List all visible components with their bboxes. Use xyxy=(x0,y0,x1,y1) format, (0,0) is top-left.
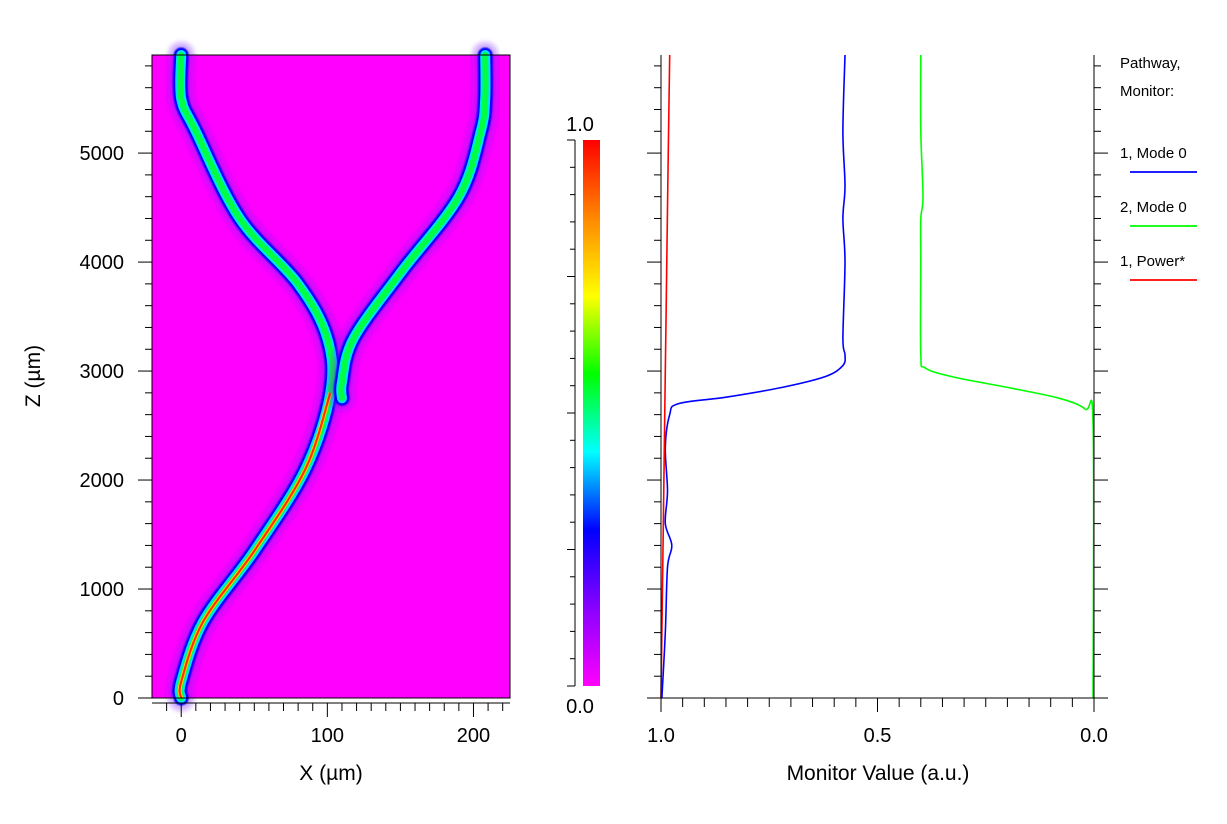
x-tick-label: 200 xyxy=(457,725,490,747)
monitor-x-tick-label: 1.0 xyxy=(647,725,675,747)
colorbar-min-label: 0.0 xyxy=(566,696,594,718)
legend-title-line-2: Monitor: xyxy=(1120,83,1174,100)
series-line-3 xyxy=(660,54,671,699)
heatmap-x-axis-label: X (µm) xyxy=(299,762,362,785)
heatmap-frame xyxy=(151,54,511,699)
monitor-value-panel: 1.0 0.5 0.0 Monitor Value (a.u.) xyxy=(647,54,1108,785)
x-tick-label: 0 xyxy=(176,725,187,747)
y-tick-label: 0 xyxy=(113,688,124,710)
legend-label: 2, Mode 0 xyxy=(1120,199,1187,216)
colorbar-max-label: 1.0 xyxy=(566,114,594,136)
legend-label: 1, Power* xyxy=(1120,253,1185,270)
series-line-1 xyxy=(661,54,846,699)
monitor-x-axis-label: Monitor Value (a.u.) xyxy=(787,762,970,785)
monitor-axes: 1.0 0.5 0.0 xyxy=(647,55,1108,747)
field-heatmap-panel: 0 1000 2000 3000 4000 5000 0 100 200 X (µm) Z (… xyxy=(22,42,511,785)
x-tick-label: 100 xyxy=(311,725,344,747)
colorbar: 1.0 0.0 xyxy=(566,114,600,718)
monitor-x-tick-label: 0.0 xyxy=(1080,725,1108,747)
y-tick-label: 2000 xyxy=(80,470,125,492)
monitor-series-lines xyxy=(660,54,1095,699)
monitor-x-tick-label: 0.5 xyxy=(864,725,892,747)
y-tick-label: 4000 xyxy=(80,252,125,274)
colorbar-gradient xyxy=(583,140,600,686)
legend-title-line-1: Pathway, xyxy=(1120,55,1181,72)
monitor-plot-area xyxy=(661,55,1094,698)
heatmap-y-axis: 0 1000 2000 3000 4000 5000 xyxy=(80,65,152,710)
waveguide-peak xyxy=(178,392,332,699)
heatmap-y-axis-label: Z (µm) xyxy=(22,345,45,407)
y-tick-label: 5000 xyxy=(80,143,125,165)
legend: Pathway, Monitor: 1, Mode 0 2, Mode 0 1, P… xyxy=(1120,55,1197,281)
colorbar-ticks xyxy=(567,139,575,687)
y-tick-label: 3000 xyxy=(80,361,125,383)
waveguide-paths xyxy=(166,42,499,711)
heatmap-x-axis: 0 100 200 xyxy=(152,702,510,747)
waveguide-core xyxy=(338,52,489,402)
legend-items: 1, Mode 0 2, Mode 0 1, Power* xyxy=(1120,145,1197,281)
waveguide-path-2 xyxy=(328,42,499,412)
y-tick-label: 1000 xyxy=(80,579,125,601)
series-line-2 xyxy=(919,54,1095,699)
legend-label: 1, Mode 0 xyxy=(1120,145,1187,162)
